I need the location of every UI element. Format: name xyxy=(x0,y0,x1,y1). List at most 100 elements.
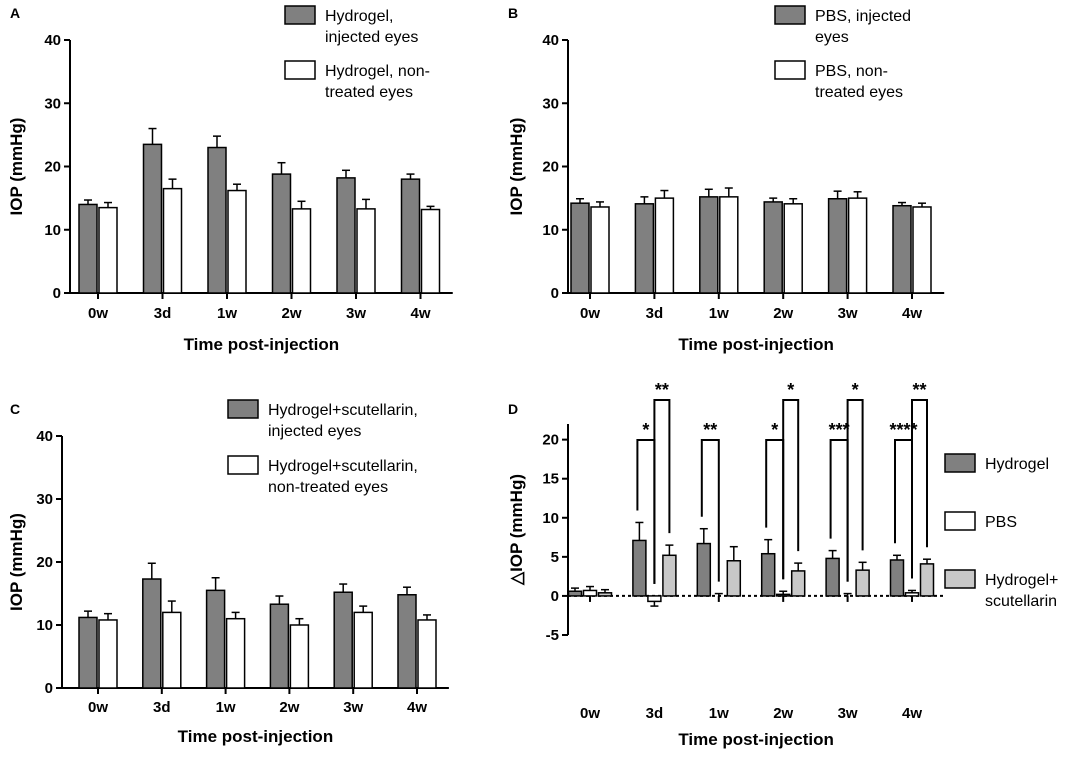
bar xyxy=(78,203,98,294)
legend-label: PBS, injected eyes xyxy=(815,8,911,46)
bar xyxy=(634,203,655,294)
x-tick-label: 1w xyxy=(709,705,729,722)
bar xyxy=(775,593,791,597)
bar xyxy=(696,542,712,597)
bar xyxy=(417,619,437,689)
x-tick-label: 3w xyxy=(838,705,858,722)
significance-bracket xyxy=(653,399,671,584)
bar xyxy=(269,603,290,689)
x-tick-label: 0w xyxy=(88,699,108,716)
y-tick-label: 30 xyxy=(44,95,61,112)
legend-label: Hydrogel, injected eyes xyxy=(325,8,418,46)
x-axis-label: Time post-injection xyxy=(178,727,334,746)
x-tick-label: 4w xyxy=(902,305,922,322)
y-tick-label: 10 xyxy=(542,222,559,239)
bar xyxy=(590,206,610,294)
y-tick-label: 10 xyxy=(44,222,61,239)
significance-label: * xyxy=(642,420,649,440)
bar xyxy=(98,206,118,294)
bar xyxy=(397,594,417,689)
bar xyxy=(647,595,662,603)
legend-swatch xyxy=(284,5,316,25)
x-tick-label: 3w xyxy=(346,305,366,322)
y-axis-label: IOP (mmHg) xyxy=(7,118,26,216)
bar xyxy=(912,206,932,294)
x-tick-label: 3d xyxy=(154,305,172,322)
x-tick-label: 3d xyxy=(646,305,664,322)
significance-label: * xyxy=(771,420,778,440)
panel-label: D xyxy=(508,401,518,417)
bar xyxy=(162,187,183,294)
bar xyxy=(719,196,739,294)
y-tick-label: 20 xyxy=(542,432,559,449)
y-tick-label: 20 xyxy=(36,554,53,571)
x-tick-label: 2w xyxy=(279,699,299,716)
y-tick-label: 10 xyxy=(36,617,53,634)
panel-label: B xyxy=(508,5,518,21)
x-axis-label: Time post-injection xyxy=(678,335,834,354)
y-tick-label: 5 xyxy=(551,549,559,566)
bar xyxy=(227,189,247,294)
y-tick-label: 30 xyxy=(36,491,53,508)
y-axis-label: IOP (mmHg) xyxy=(7,513,26,611)
bar xyxy=(904,592,920,597)
bar xyxy=(205,589,226,689)
y-tick-label: -5 xyxy=(546,627,559,644)
y-tick-label: 20 xyxy=(542,159,559,176)
bar xyxy=(783,203,803,294)
x-axis-label: Time post-injection xyxy=(184,335,340,354)
x-tick-label: 1w xyxy=(709,305,729,322)
bar xyxy=(790,570,806,597)
y-tick-label: 15 xyxy=(542,471,559,488)
legend-swatch xyxy=(227,399,259,419)
bar xyxy=(336,177,356,294)
legend-swatch xyxy=(944,511,976,531)
bar xyxy=(142,578,162,689)
legend-swatch xyxy=(284,60,316,80)
y-tick-label: 10 xyxy=(542,510,559,527)
bar xyxy=(760,552,776,597)
x-tick-label: 3w xyxy=(838,305,858,322)
significance-label: ** xyxy=(912,380,926,400)
significance-bracket xyxy=(846,399,864,582)
significance-bracket xyxy=(911,399,928,579)
bar xyxy=(98,619,118,689)
x-tick-label: 1w xyxy=(217,305,237,322)
legend-label: PBS, non-treated eyes xyxy=(815,63,903,101)
bar xyxy=(400,178,421,294)
legend-swatch xyxy=(944,453,976,473)
x-axis-label: Time post-injection xyxy=(678,730,834,749)
panel-label: C xyxy=(10,401,20,417)
legend-label: Hydrogel+ scutellarin xyxy=(985,572,1058,610)
legend-label: PBS xyxy=(985,514,1017,531)
bar xyxy=(567,590,583,597)
bar xyxy=(225,617,246,689)
x-tick-label: 3d xyxy=(153,699,171,716)
significance-bracket xyxy=(782,399,800,580)
significance-label: **** xyxy=(889,420,917,440)
x-tick-label: 4w xyxy=(410,305,430,322)
x-tick-label: 2w xyxy=(773,305,793,322)
legend-swatch xyxy=(944,569,976,589)
legend-label: Hydrogel+scutellarin, non-treated eyes xyxy=(268,458,418,496)
significance-label: *** xyxy=(829,420,850,440)
bar xyxy=(825,557,840,597)
x-tick-label: 0w xyxy=(580,305,600,322)
bar xyxy=(827,198,848,294)
bar xyxy=(699,196,719,294)
bar xyxy=(662,554,677,597)
x-tick-label: 4w xyxy=(902,705,922,722)
bar xyxy=(763,201,783,294)
y-tick-label: 40 xyxy=(44,32,61,49)
bar xyxy=(207,146,227,294)
y-tick-label: 0 xyxy=(45,680,53,697)
bar xyxy=(654,197,675,294)
x-tick-label: 2w xyxy=(281,305,301,322)
significance-label: ** xyxy=(655,380,669,400)
bar xyxy=(892,204,912,294)
significance-label: * xyxy=(787,380,794,400)
bar xyxy=(291,208,312,294)
x-tick-label: 1w xyxy=(216,699,236,716)
bar xyxy=(142,143,163,294)
